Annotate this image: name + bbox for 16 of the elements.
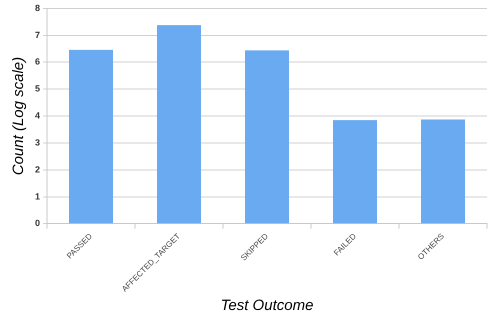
y-axis-title: Count (Log scale): [10, 56, 28, 176]
y-tick-label: 4: [34, 110, 40, 121]
bar: [69, 50, 114, 224]
y-tick-label: 0: [34, 218, 40, 228]
bar: [157, 25, 202, 224]
y-tick-label: 7: [34, 30, 40, 40]
y-tick-label: 5: [34, 84, 40, 94]
y-tick-label: 6: [34, 56, 40, 67]
y-tick-label: 2: [34, 164, 40, 174]
y-tick-label: 8: [34, 2, 40, 13]
bar: [245, 50, 290, 224]
y-tick-label: 1: [34, 191, 40, 202]
x-axis-title: Test Outcome: [220, 297, 314, 314]
y-tick-label: 3: [34, 137, 40, 148]
bar: [333, 120, 377, 224]
bar: [421, 120, 465, 224]
